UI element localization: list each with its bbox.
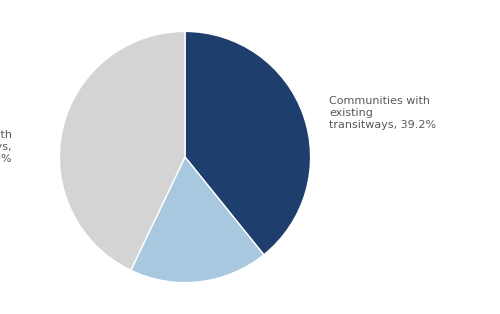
Text: Communities with
no transitways,
42.9%: Communities with no transitways, 42.9% [0, 130, 12, 164]
Wedge shape [131, 157, 264, 283]
Wedge shape [185, 31, 310, 255]
Text: Communities with
existing
transitways, 39.2%: Communities with existing transitways, 3… [330, 96, 436, 130]
Wedge shape [60, 31, 185, 270]
